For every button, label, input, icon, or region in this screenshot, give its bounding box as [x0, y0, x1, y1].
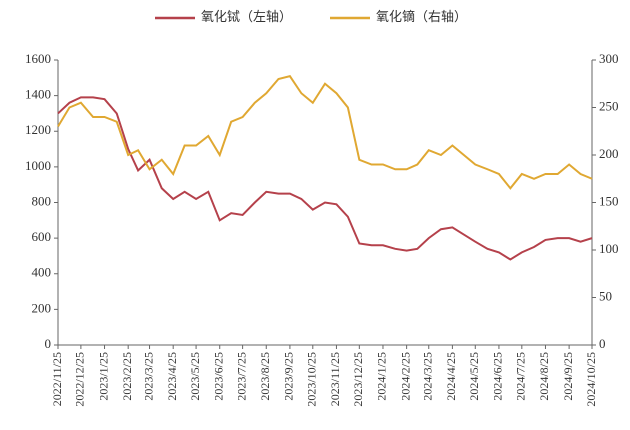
- x-tick-label: 2024/4/25: [444, 352, 458, 401]
- y-tick-label: 0: [45, 336, 52, 351]
- x-tick-label: 2024/10/25: [584, 352, 598, 407]
- x-tick-label: 2023/6/25: [211, 352, 225, 401]
- x-tick-label: 2024/2/25: [398, 352, 412, 401]
- y2-tick-label: 250: [599, 98, 619, 113]
- x-tick-label: 2024/5/25: [467, 352, 481, 401]
- y-tick-label: 1400: [25, 87, 51, 102]
- y2-tick-label: 150: [599, 193, 619, 208]
- x-tick-label: 2023/10/25: [305, 352, 319, 407]
- y2-tick-label: 100: [599, 241, 619, 256]
- x-tick-label: 2023/7/25: [234, 352, 248, 401]
- x-tick-label: 2023/4/25: [165, 352, 179, 401]
- series-line: [57, 96, 593, 261]
- y2-tick-label: 50: [599, 288, 612, 303]
- x-tick-label: 2024/6/25: [491, 352, 505, 401]
- x-tick-label: 2023/8/25: [258, 352, 272, 401]
- y2-tick-label: 0: [599, 336, 606, 351]
- x-tick-label: 2024/7/25: [514, 352, 528, 401]
- y-tick-label: 1000: [25, 158, 51, 173]
- x-tick-label: 2022/11/25: [50, 352, 64, 406]
- x-tick-label: 2024/8/25: [537, 352, 551, 401]
- x-tick-label: 2023/1/25: [96, 352, 110, 401]
- x-tick-label: 2024/9/25: [561, 352, 575, 401]
- y-tick-label: 800: [32, 193, 52, 208]
- series-line: [57, 75, 593, 190]
- y-tick-label: 1200: [25, 122, 51, 137]
- x-tick-label: 2024/3/25: [420, 352, 434, 401]
- x-tick-label: 2023/3/25: [141, 352, 155, 401]
- legend-label: 氧化镝（右轴）: [376, 9, 467, 24]
- y-tick-label: 400: [32, 265, 52, 280]
- y2-tick-label: 200: [599, 146, 619, 161]
- x-tick-label: 2022/12/25: [73, 352, 87, 407]
- x-tick-label: 2023/11/25: [328, 352, 342, 406]
- x-tick-label: 2023/2/25: [120, 352, 134, 401]
- y-tick-label: 600: [32, 229, 52, 244]
- x-tick-label: 2023/9/25: [282, 352, 296, 401]
- legend-label: 氧化铽（左轴）: [201, 9, 292, 24]
- y2-tick-label: 300: [599, 51, 619, 66]
- x-tick-label: 2024/1/25: [375, 352, 389, 401]
- x-tick-label: 2023/5/25: [188, 352, 202, 401]
- y-tick-label: 1600: [25, 51, 51, 66]
- y-tick-label: 200: [32, 300, 52, 315]
- x-tick-label: 2023/12/25: [351, 352, 365, 407]
